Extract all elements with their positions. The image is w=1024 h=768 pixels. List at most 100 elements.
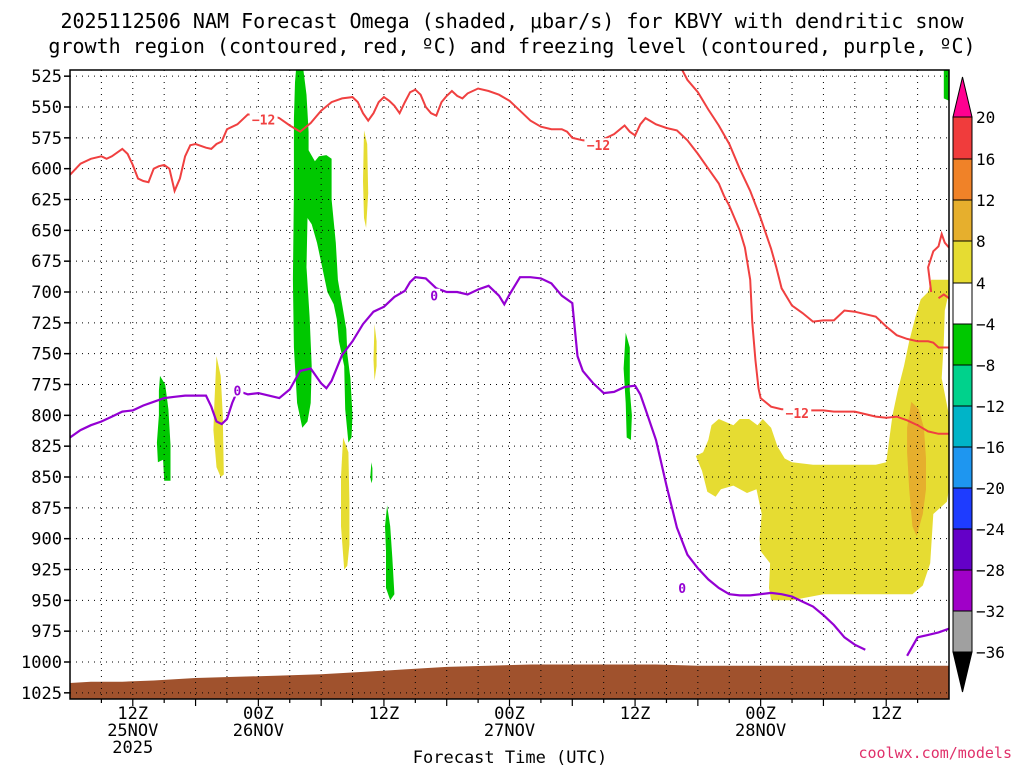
x-tick-label: 12Z — [871, 704, 902, 724]
y-tick-label: 575 — [31, 129, 62, 149]
y-tick-label: 850 — [31, 468, 62, 488]
colorbar-swatch — [952, 446, 973, 489]
dgz-contour — [70, 87, 949, 435]
x-axis-label: Forecast Time (UTC) — [413, 748, 607, 768]
y-tick-label: 525 — [31, 67, 62, 87]
y-tick-label: 675 — [31, 252, 62, 272]
contour-lines — [70, 70, 949, 657]
freezing-label: 0 — [234, 385, 242, 400]
y-tick-label: 875 — [31, 499, 62, 519]
colorbar-swatch — [952, 487, 973, 530]
grid — [70, 70, 949, 699]
colorbar-label: 4 — [976, 274, 986, 293]
freezing-label-bg — [676, 581, 689, 594]
freezing-label-bg — [428, 288, 441, 302]
freezing-label: 0 — [678, 582, 686, 597]
colorbar-label: −28 — [976, 561, 1005, 580]
y-tick-label: 900 — [31, 530, 62, 550]
y-tick-label: 625 — [31, 191, 62, 211]
y-tick-label: 825 — [31, 437, 62, 457]
y-tick-label: 975 — [31, 622, 62, 642]
colorbar-label: −20 — [976, 479, 1005, 498]
colorbar-swatch — [952, 158, 973, 201]
colorbar-label: 8 — [976, 232, 986, 251]
y-tick-label: 600 — [31, 160, 62, 180]
x-tick-label: 12Z — [117, 704, 148, 724]
freezing-label-bg — [231, 383, 244, 397]
x-tick-label: 26NOV — [233, 721, 284, 741]
x-tick-label: 00Z — [745, 704, 776, 724]
y-tick-label: 925 — [31, 561, 62, 581]
y-tick-label: 800 — [31, 406, 62, 426]
colorbar-swatch — [952, 364, 973, 407]
surface-area — [70, 664, 949, 699]
colorbar-label: −12 — [976, 397, 1005, 416]
y-tick-label: 750 — [31, 345, 62, 365]
colorbar-label: 20 — [976, 108, 995, 127]
plot-area: −12 −12 −12 0 0 0 525 550 575 600 625 650 675 700 725… — [21, 67, 950, 758]
x-tick-label: 2025 — [112, 738, 153, 758]
omega-region — [907, 401, 926, 537]
y-tick-label: 775 — [31, 376, 62, 396]
y-tick-label: 550 — [31, 98, 62, 118]
omega-region — [385, 505, 395, 601]
omega-region — [213, 356, 224, 477]
colorbar-label: −24 — [976, 520, 1005, 539]
omega-region — [373, 324, 377, 381]
contour-labels: −12 −12 −12 0 0 0 — [231, 112, 812, 597]
dgz-contour — [681, 70, 949, 349]
colorbar-label: 12 — [976, 191, 995, 210]
colorbar-top-arrow — [952, 76, 973, 118]
colorbar-swatch — [952, 569, 973, 612]
dgz-contour — [937, 293, 949, 300]
x-tick-label: 12Z — [620, 704, 651, 724]
surface-fill — [70, 664, 949, 699]
y-tick-label: 1025 — [21, 684, 62, 704]
colorbar-swatch — [952, 610, 973, 653]
colorbar-label: 16 — [976, 150, 995, 169]
dgz-label-bg — [584, 138, 613, 152]
credit-text: coolwx.com/models — [858, 744, 1012, 762]
dgz-label: −12 — [252, 113, 275, 128]
chart-title-line1: 2025112506 NAM Forecast Omega (shaded, μ… — [60, 9, 964, 33]
x-tick-label: 27NOV — [484, 721, 535, 741]
colorbar-label: −36 — [976, 643, 1005, 662]
colorbar-label: −8 — [976, 356, 995, 375]
omega-region — [363, 130, 369, 228]
colorbar-bottom-arrow — [952, 651, 973, 693]
x-tick-label: 12Z — [369, 704, 400, 724]
colorbar-label: −4 — [976, 315, 995, 334]
colorbar-swatch — [952, 323, 973, 366]
dgz-label: −12 — [587, 139, 610, 154]
colorbar-swatch — [952, 405, 973, 448]
y-tick-label: 700 — [31, 283, 62, 303]
y-tick-label: 1000 — [21, 653, 62, 673]
omega-shading — [156, 70, 949, 601]
x-tick-label: 28NOV — [735, 721, 786, 741]
y-tick-label: 950 — [31, 591, 62, 611]
omega-region — [695, 279, 949, 601]
colorbar-swatch — [952, 282, 973, 325]
colorbar: 20 16 12 8 4 −4 −8 −12 −16 −20 −24 −28 −32 −36 — [952, 76, 1005, 693]
colorbar-swatch — [952, 240, 973, 284]
freezing-level-contour — [906, 627, 949, 657]
colorbar-label: −32 — [976, 602, 1005, 621]
omega-region — [943, 70, 949, 101]
colorbar-swatch — [952, 528, 973, 571]
omega-region — [156, 375, 171, 481]
x-tick-label: 00Z — [243, 704, 274, 724]
chart-title-line2: growth region (contoured, red, ºC) and f… — [48, 34, 975, 58]
freezing-label: 0 — [430, 290, 438, 305]
colorbar-label: −16 — [976, 438, 1005, 457]
dgz-label-bg — [249, 112, 278, 126]
dgz-label: −12 — [786, 407, 809, 422]
dgz-contour — [927, 230, 949, 293]
colorbar-swatch — [952, 116, 973, 160]
y-tick-label: 725 — [31, 314, 62, 334]
colorbar-swatch — [952, 199, 973, 242]
y-tick-label: 650 — [31, 221, 62, 241]
y-axis-ticks: 525 550 575 600 625 650 675 700 725 750 775 800 825 8… — [21, 67, 70, 704]
freezing-level-contour — [70, 276, 866, 651]
